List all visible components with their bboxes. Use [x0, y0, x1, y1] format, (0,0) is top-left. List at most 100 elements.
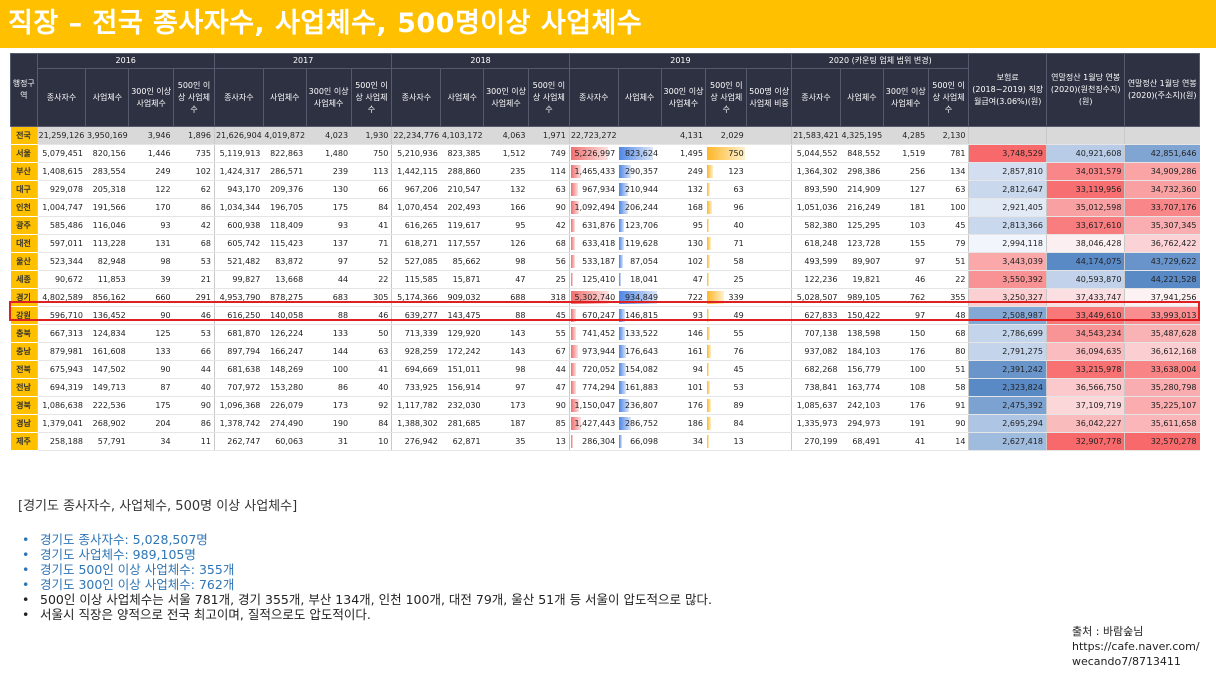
cell-value: 196,705	[270, 203, 304, 212]
cell-value: 113	[373, 167, 389, 176]
extra-cell-2: 35,611,658	[1124, 414, 1200, 433]
cell-y2020-0: 5,044,552	[791, 144, 841, 163]
cell-y2016-0: 258,188	[36, 432, 86, 451]
cell-y2018-3: 47	[528, 378, 570, 397]
cell-value: 190	[332, 419, 349, 428]
cell-value: 533,187	[582, 257, 616, 266]
cell-y2019-4	[746, 270, 792, 289]
cell-y2019-2: 146	[661, 324, 706, 343]
data-bar	[570, 435, 573, 448]
cell-y2019-2: 722	[661, 288, 706, 307]
cell-y2017-1: 274,490	[263, 414, 307, 433]
cell-value: 39	[160, 275, 171, 284]
cell-y2020-0: 122,236	[791, 270, 841, 289]
cell-y2018-0: 22,234,776	[391, 126, 441, 145]
data-bar	[570, 165, 582, 178]
cell-value: 22	[378, 275, 389, 284]
extra-cell-2: 35,225,107	[1124, 396, 1200, 415]
cell-y2019-1: 154,082	[618, 360, 662, 379]
cell-y2020-2: 41	[883, 432, 929, 451]
cell-y2017-0: 99,827	[213, 270, 264, 289]
notes-heading: [경기도 종사자수, 사업체수, 500명 이상 사업체수]	[18, 499, 298, 514]
cell-y2016-1: 205,318	[85, 180, 129, 199]
cell-value: 45	[733, 365, 744, 374]
cell-value: 5,174,366	[397, 293, 438, 302]
cell-y2017-0: 1,034,344	[213, 198, 264, 217]
cell-y2016-0: 523,344	[36, 252, 86, 271]
cell-y2017-2: 44	[306, 270, 352, 289]
cell-y2019-0: 967,934	[568, 180, 619, 199]
cell-value: 878,275	[270, 293, 304, 302]
cell-y2016-0: 596,710	[36, 306, 86, 325]
extra-cell-1: 34,543,234	[1045, 324, 1125, 343]
cell-value: 68	[555, 239, 566, 248]
cell-value: 100	[909, 365, 926, 374]
cell-y2019-2: 93	[661, 306, 706, 325]
cell-y2018-0: 618,271	[391, 234, 441, 253]
cell-y2020-0: 270,199	[791, 432, 841, 451]
cell-y2019-2: 47	[661, 270, 706, 289]
cell-y2016-2: 90	[128, 360, 174, 379]
cell-value: 670,247	[582, 311, 616, 320]
cell-value: 116,046	[92, 221, 126, 230]
cell-value: 44	[200, 365, 211, 374]
cell-y2017-1: 166,247	[263, 342, 307, 361]
cell-y2018-2: 1,512	[483, 144, 529, 163]
cell-value: 66	[200, 347, 211, 356]
cell-y2019-0: 5,226,997	[568, 144, 619, 163]
cell-value: 125,410	[582, 275, 616, 284]
extra-cell-2: 43,729,622	[1124, 252, 1200, 271]
data-bar	[570, 201, 579, 214]
note-item: • 500인 이상 사업체수는 서울 781개, 경기 355개, 부산 134개…	[22, 592, 918, 607]
cell-value: 47	[555, 383, 566, 392]
cell-value: 161	[687, 347, 703, 356]
cell-value: 115,423	[270, 239, 304, 248]
cell-value: 95	[692, 221, 703, 230]
cell-y2017-1: 126,224	[263, 324, 307, 343]
cell-y2017-3: 305	[351, 288, 392, 307]
cell-value: 100	[332, 365, 349, 374]
cell-value: 25	[555, 275, 566, 284]
cell-y2020-1: 68,491	[840, 432, 884, 451]
cell-value: 191	[909, 419, 926, 428]
cell-value: 750	[728, 149, 744, 158]
subheader-employees-2019: 종사자수	[568, 68, 619, 127]
cell-value: 131	[155, 239, 171, 248]
cell-value: 1,971	[542, 131, 566, 140]
cell-y2018-3: 45	[528, 306, 570, 325]
cell-y2016-2: 34	[128, 432, 174, 451]
subheader-over500-2016: 500인 이상 사업체수	[173, 68, 215, 127]
cell-y2020-3: 2,130	[928, 126, 969, 145]
cell-value: 1,465,433	[574, 167, 616, 176]
cell-y2018-1: 117,557	[440, 234, 484, 253]
cell-y2016-1: 124,834	[85, 324, 129, 343]
cell-y2018-0: 1,070,454	[391, 198, 441, 217]
cell-value: 172,242	[447, 347, 481, 356]
cell-value: 1,092,494	[574, 203, 616, 212]
table-row: 경북 1,086,638 222,536 175 90 1,096,368 226,079 1…	[10, 396, 1200, 415]
cell-value: 527,085	[404, 257, 438, 266]
cell-value: 143	[510, 347, 526, 356]
data-bar	[706, 273, 709, 286]
cell-value: 596,710	[49, 311, 83, 320]
cell-y2019-2: 101	[661, 378, 706, 397]
cell-value: 84	[378, 203, 389, 212]
data-bar	[570, 237, 576, 250]
cell-value: 130	[687, 239, 703, 248]
cell-value: 1,051,036	[796, 203, 838, 212]
data-bar	[706, 219, 709, 232]
cell-value: 122	[155, 185, 171, 194]
cell-y2017-1: 13,668	[263, 270, 307, 289]
cell-value: 3,946	[147, 131, 171, 140]
cell-value: 98	[160, 257, 171, 266]
cell-y2017-0: 616,250	[213, 306, 264, 325]
cell-value: 94	[692, 365, 703, 374]
year-header-2018: 2018	[391, 53, 570, 69]
table-row: 전남 694,319 149,713 87 40 707,972 153,280 86 40 73…	[10, 378, 1200, 397]
cell-y2017-3: 10	[351, 432, 392, 451]
cell-value: 53	[200, 329, 211, 338]
cell-value: 97	[515, 383, 526, 392]
cell-y2020-1: 150,422	[840, 306, 884, 325]
cell-value: 256	[909, 167, 926, 176]
cell-value: 97	[337, 257, 349, 266]
